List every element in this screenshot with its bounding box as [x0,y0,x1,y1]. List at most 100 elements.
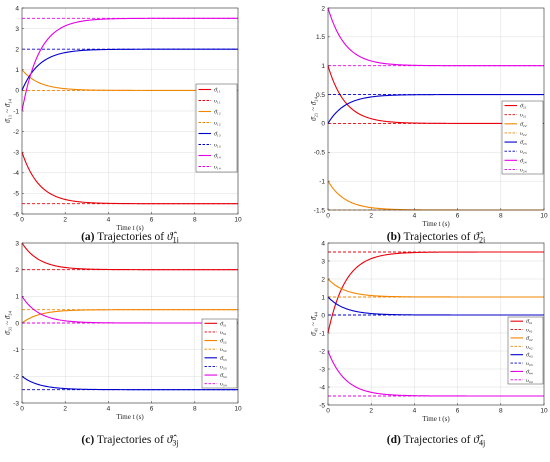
y-tick-label: 1 [15,67,19,74]
legend-entry: ϑ̂₂₄ [520,158,527,164]
caption-text: Trajectories of [401,434,474,446]
legend-entry: ϑ̂₄₄ [526,369,533,375]
legend: ϑ̂₃₁ υ₃₁ ϑ̂₃₂ υ₃₂ ϑ̂₃₃ υ₃₃ ϑ̂₃₄ υ₃₄ [201,318,238,389]
legend-entry: ϑ̂₃₄ [220,373,227,379]
x-tick-label: 2 [63,217,67,224]
legend-entry: υ₁₄ [214,165,221,171]
y-tick-label: -2 [13,374,19,381]
legend-entry: υ₄₂ [526,344,533,350]
legend-entry: ϑ̂₁₄ [214,154,221,160]
y-tick-label: 1 [321,294,325,301]
chart-panel-c: 0 2 4 6 8 10 -3 -2 -1 0 1 2 3 Time t (s) ϑ̂₃₁ ~ ϑ̂₃₄ ϑ̂… [4,240,242,447]
legend: ϑ̂₂₁ υ₂₁ ϑ̂₂₂ υ₂₂ ϑ̂₂₃ υ₂₃ ϑ̂₂₄ υ₂₄ [501,100,544,175]
chart-panel-b: 0 2 4 6 8 10 -1.5 -1 -0.5 0 0.5 1 1.5 2 Time t (s) ϑ̂₂₁… [310,5,548,244]
legend-box [501,100,544,175]
legend-entry: υ₃₁ [220,330,227,336]
chart-panel-a: 0 2 4 6 8 10 -6 -5 -4 -3 -2 -1 0 1 2 3 4 Time t (s) ϑ̂₁₁ ~… [4,5,242,244]
chart-panel-d: 0 2 4 6 8 10 -5 -4 -3 -2 -1 0 1 2 3 4 Time t (s) ϑ̂₄₁ ~ ϑ… [310,240,548,447]
y-tick-label: -3 [13,400,19,407]
y-tick-label: 1.5 [316,34,325,41]
y-axis-label: ϑ̂₁₁ ~ ϑ̂₁₄ [4,98,12,123]
x-tick-label: 10 [540,408,548,415]
legend-entry: ϑ̂₃₂ [220,339,227,345]
y-tick-label: 0 [15,88,19,95]
y-tick-label: -1 [13,108,19,115]
legend: ϑ̂₄₁ υ₄₁ ϑ̂₄₂ υ₄₂ ϑ̂₄₃ υ₄₃ ϑ̂₄₄ υ₄₄ [507,316,544,385]
caption-subscript: 3j [172,439,178,448]
legend-entry: ϑ̂₂₂ [520,122,527,128]
y-tick-label: -1.5 [314,207,326,214]
x-tick-label: 4 [413,408,417,415]
y-tick-label: 2 [15,267,19,274]
x-axis-label: Time t (s) [422,220,450,228]
x-tick-label: 10 [540,213,548,220]
x-tick-label: 6 [456,213,460,220]
caption-label: (a) [81,231,95,243]
legend-entry: υ₁₁ [214,99,221,105]
x-tick-label: 8 [193,217,197,224]
legend-entry: υ₂₄ [520,167,527,173]
panel-caption: (a) Trajectories of ϑ̂1j [81,231,179,245]
y-tick-label: 1 [15,294,19,301]
axes-frame [327,242,545,406]
y-tick-label: 0 [321,312,325,319]
y-tick-label: 4 [321,240,325,247]
y-tick-label: 3 [15,240,19,247]
y-tick-label: 2 [321,5,325,12]
y-axis-label: ϑ̂₄₁ ~ ϑ̂₄₄ [310,311,318,336]
legend-entry: ϑ̂₄₂ [526,336,533,342]
axes-frame [327,7,545,211]
caption-label: (d) [387,434,401,446]
x-tick-label: 0 [326,213,330,220]
y-tick-label: -4 [13,170,19,177]
panel-caption: (c) Trajectories of ϑ̂3j [81,434,178,448]
legend-entry: ϑ̂₂₁ [520,104,527,110]
y-tick-label: 0.5 [316,92,325,99]
legend-entry: υ₃₃ [220,364,227,370]
x-tick-label: 4 [413,213,417,220]
y-tick-label: -1 [319,330,325,337]
x-tick-label: 4 [107,406,111,413]
legend-entry: ϑ̂₄₃ [526,353,533,359]
y-tick-label: -2 [13,129,19,136]
legend-entry: ϑ̂₃₃ [220,356,227,362]
x-axis-label: Time t (s) [422,415,450,423]
x-tick-label: 4 [107,217,111,224]
y-tick-label: -0.5 [314,150,326,157]
legend-entry: ϑ̂₁₃ [214,132,221,138]
caption-symbol: ϑ̂ [167,231,178,243]
y-tick-label: 0 [321,121,325,128]
y-tick-label: -3 [319,366,325,373]
y-tick-label: -2 [319,348,325,355]
panel-caption: (b) Trajectories of ϑ̂2j [387,231,485,245]
y-tick-label: -1 [13,347,19,354]
legend-entry: υ₄₃ [526,361,533,367]
legend-box [201,318,238,389]
caption-symbol: ϑ̂ [167,434,178,446]
x-tick-label: 6 [150,217,154,224]
caption-symbol: ϑ̂ [473,231,484,243]
y-tick-label: 3 [321,258,325,265]
x-tick-label: 2 [63,406,67,413]
caption-symbol: ϑ̂ [473,434,484,446]
caption-text: Trajectories of [94,434,167,446]
legend-entry: υ₂₁ [520,113,527,119]
legend-entry: υ₃₂ [220,347,227,353]
legend-entry: υ₁₃ [214,143,221,149]
y-tick-label: -3 [13,150,19,157]
legend-entry: υ₄₁ [526,328,533,334]
legend-entry: υ₁₂ [214,121,221,127]
caption-text: Trajectories of [401,231,474,243]
y-tick-label: 0 [15,320,19,327]
legend-box [195,83,238,173]
x-tick-label: 8 [499,408,503,415]
x-tick-label: 10 [234,217,242,224]
legend-entry: υ₃₄ [220,382,227,388]
y-tick-label: 3 [15,26,19,33]
y-tick-label: -6 [13,211,19,218]
caption-label: (b) [387,231,401,243]
y-tick-label: -1 [319,178,325,185]
legend-entry: υ₂₃ [520,149,527,155]
x-tick-label: 10 [234,406,242,413]
